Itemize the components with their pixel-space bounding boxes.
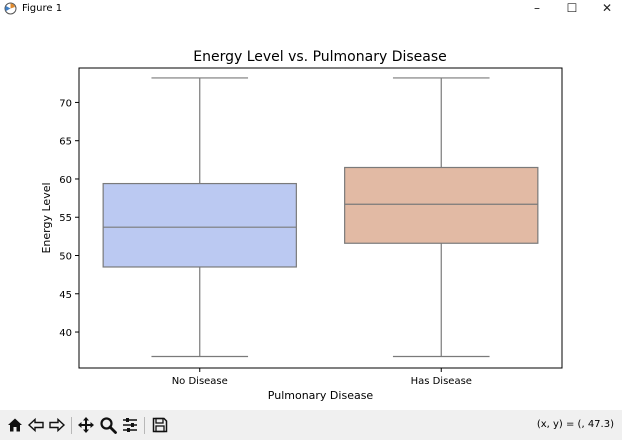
window-title: Figure 1: [22, 3, 63, 14]
y-tick-label: 45: [59, 290, 72, 301]
chart-title: Energy Level vs. Pulmonary Disease: [193, 49, 447, 65]
cursor-coordinates: (x, y) = (, 47.3): [536, 419, 614, 430]
pan-icon[interactable]: [77, 416, 95, 434]
window-titlebar: Figure 1 – ☐ ✕: [0, 0, 622, 18]
y-tick-label: 65: [59, 137, 72, 148]
navigation-toolbar: (x, y) = (, 47.3): [0, 410, 622, 440]
configure-subplots-icon[interactable]: [121, 416, 139, 434]
y-axis-label: Energy Level: [40, 182, 53, 253]
close-button[interactable]: ✕: [601, 1, 613, 15]
minimize-button[interactable]: –: [534, 1, 540, 15]
figure-canvas[interactable]: Energy Level vs. Pulmonary Disease 40 45 5…: [0, 20, 622, 410]
zoom-icon[interactable]: [99, 416, 117, 434]
home-icon[interactable]: [6, 416, 24, 434]
x-tick-label: Has Disease: [411, 376, 472, 387]
save-icon[interactable]: [151, 416, 169, 434]
y-tick-label: 40: [59, 328, 72, 339]
axes-frame: [78, 67, 563, 369]
x-axis-label: Pulmonary Disease: [268, 389, 374, 402]
y-tick-label: 60: [59, 175, 72, 186]
maximize-button[interactable]: ☐: [566, 1, 578, 15]
y-tick-label: 50: [59, 252, 72, 263]
toolbar-separator: [144, 417, 145, 434]
x-tick-label: No Disease: [172, 376, 228, 387]
box-has-disease: [344, 166, 539, 244]
matplotlib-app-icon: [4, 2, 17, 15]
box-plot-chart: Energy Level vs. Pulmonary Disease 40 45 5…: [40, 49, 563, 402]
y-tick-label: 70: [59, 98, 72, 109]
back-icon[interactable]: [27, 416, 45, 434]
plot-layer: 40 45 50 55 60 65 70 No Disease Has Disease: [59, 77, 539, 387]
box-no-disease: [102, 182, 297, 268]
forward-icon[interactable]: [48, 416, 66, 434]
y-tick-label: 55: [59, 213, 72, 224]
toolbar-separator: [71, 417, 72, 434]
